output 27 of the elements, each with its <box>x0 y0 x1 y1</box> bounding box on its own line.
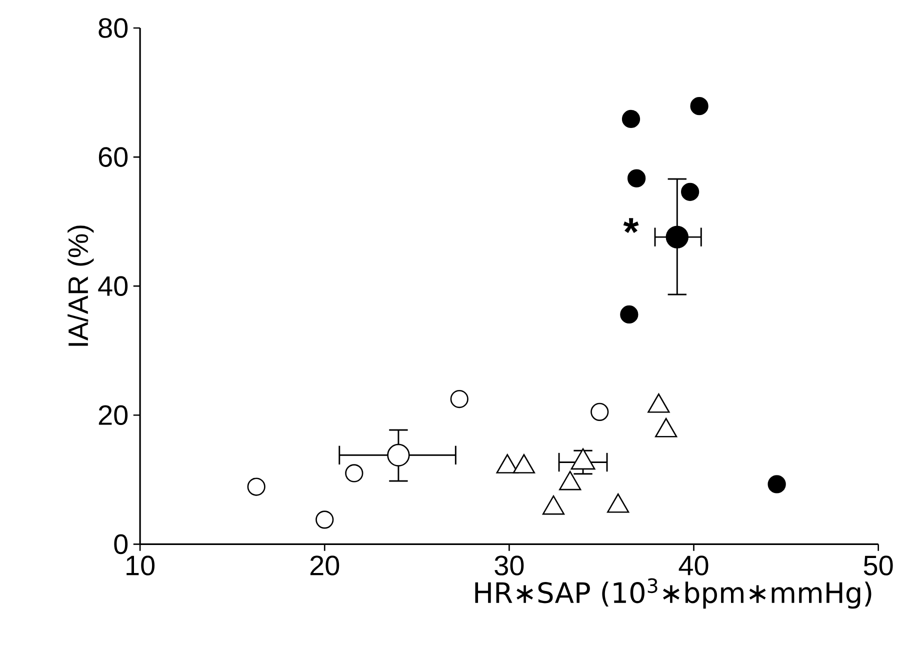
x-tick-label: 20 <box>310 555 340 576</box>
y-tick-label: 80 <box>98 18 128 38</box>
y-tick-label: 0 <box>114 534 128 554</box>
point <box>570 448 596 470</box>
point <box>496 454 518 474</box>
point <box>655 418 678 438</box>
x-tick-label: 40 <box>678 555 708 576</box>
point <box>680 182 700 201</box>
y-tick-label: 20 <box>98 405 128 425</box>
point <box>559 470 582 490</box>
point <box>648 393 670 413</box>
point <box>607 493 630 513</box>
point <box>622 110 640 128</box>
point <box>627 169 646 188</box>
point <box>542 495 565 515</box>
x-tick-label: 50 <box>864 555 893 576</box>
y-tick-label: 40 <box>98 276 128 296</box>
point <box>690 96 708 116</box>
point <box>512 454 536 474</box>
x-tick-label: 10 <box>126 555 155 576</box>
y-axis-title: IA/AR (%) <box>68 225 94 346</box>
point <box>620 305 638 324</box>
y-tick-label: 60 <box>98 147 128 167</box>
x-axis-title: HR∗SAP (10$^{3}$∗bpm∗mmHg) <box>475 578 872 609</box>
x-tick-label: 30 <box>494 555 524 576</box>
annotation: * <box>623 218 639 233</box>
point <box>666 226 688 248</box>
